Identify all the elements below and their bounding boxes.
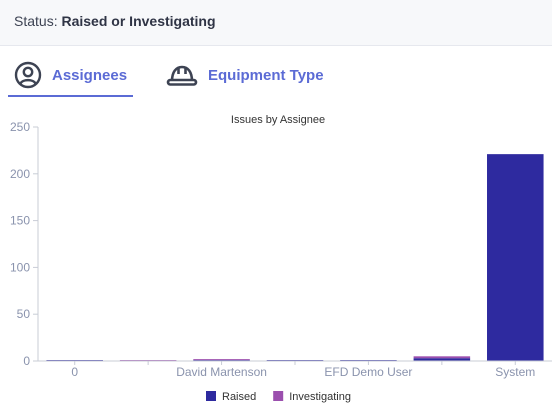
- legend-label-raised[interactable]: Raised: [222, 391, 256, 403]
- status-filter: Status: Raised or Investigating: [14, 13, 216, 29]
- y-tick-label: 0: [23, 354, 30, 368]
- y-tick-label: 250: [10, 120, 30, 134]
- legend-swatch-raised: [206, 391, 216, 401]
- bars: [46, 154, 544, 361]
- y-tick-label: 50: [17, 307, 31, 321]
- y-tick-label: 100: [10, 260, 30, 274]
- bar-investigating-5[interactable]: [413, 356, 471, 359]
- user-circle-icon: [14, 61, 42, 89]
- x-axis: 0 David Martenson EFD Demo User System: [38, 360, 552, 379]
- y-tick-label: 200: [10, 167, 30, 181]
- x-tick-label: System: [495, 365, 535, 379]
- bar-raised-5[interactable]: [413, 358, 471, 361]
- legend-label-investigating[interactable]: Investigating: [289, 391, 351, 403]
- bar-investigating-2[interactable]: [193, 359, 250, 361]
- tab-assignees[interactable]: Assignees: [14, 52, 127, 98]
- bar-raised-6[interactable]: [487, 154, 544, 361]
- x-tick-label: David Martenson: [176, 365, 267, 379]
- tab-equipment-type-label: Equipment Type: [208, 66, 324, 84]
- status-value: Raised or Investigating: [61, 13, 216, 29]
- x-tick-label: 0: [71, 365, 78, 379]
- legend: Raised Investigating: [206, 391, 351, 403]
- hard-hat-icon: [166, 62, 198, 88]
- legend-swatch-investigating: [273, 391, 284, 401]
- status-label: Status:: [14, 13, 58, 29]
- y-tick-label: 150: [10, 214, 30, 228]
- x-tick-label: EFD Demo User: [324, 365, 412, 379]
- y-axis: 0 50 100 150 200 250: [10, 120, 39, 368]
- status-bar: Status: Raised or Investigating: [0, 0, 552, 46]
- tab-assignees-label: Assignees: [52, 66, 128, 84]
- issues-by-assignee-chart: Issues by Assignee 0 50 100 150 200 250 0 Davi…: [10, 114, 552, 403]
- chart-title: Issues by Assignee: [231, 114, 325, 126]
- tab-equipment-type[interactable]: Equipment Type: [166, 52, 324, 98]
- active-tab-indicator: [8, 95, 133, 97]
